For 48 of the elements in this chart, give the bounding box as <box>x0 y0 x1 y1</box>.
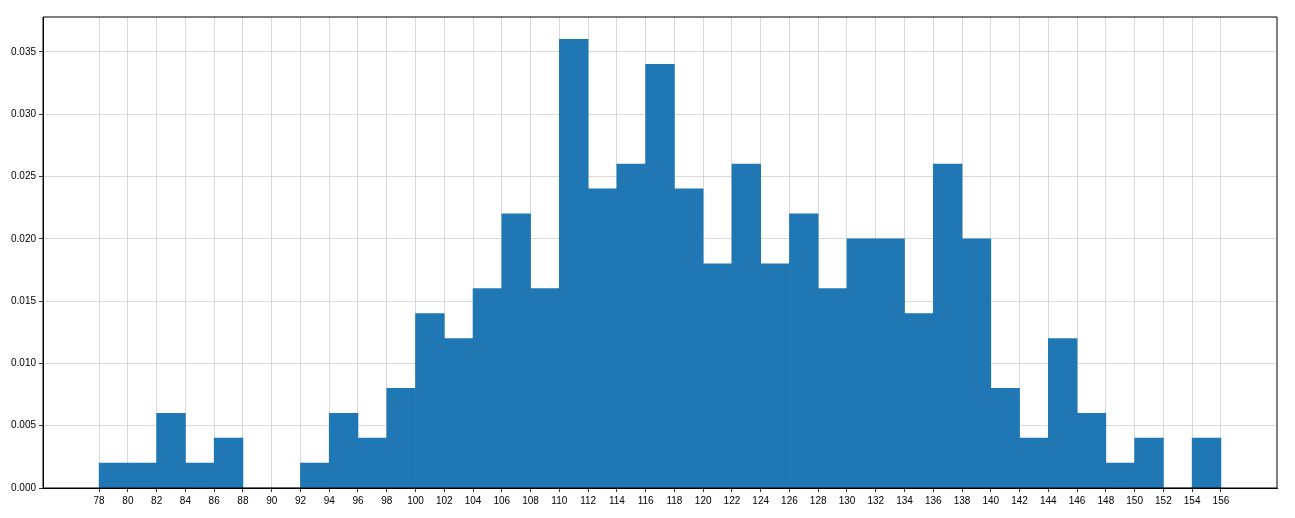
y-tick-label: 0.020 <box>10 232 37 244</box>
x-tick-label: 94 <box>323 494 336 506</box>
x-tick-label: 106 <box>493 494 511 506</box>
y-tick-label: 0.035 <box>10 45 37 57</box>
x-tick-label: 108 <box>522 494 540 506</box>
y-tick-label: 0.030 <box>10 107 37 119</box>
x-tick-label: 86 <box>208 494 221 506</box>
y-tick-label: 0.005 <box>10 419 37 431</box>
x-tick-label: 140 <box>982 494 1000 506</box>
x-tick-label: 84 <box>179 494 192 506</box>
x-tick-label: 154 <box>1183 494 1201 506</box>
x-tick-label: 98 <box>381 494 393 506</box>
x-tick-label: 114 <box>608 494 626 506</box>
x-tick-label: 90 <box>266 494 278 506</box>
x-tick-label: 136 <box>924 494 943 506</box>
x-tick-label: 82 <box>151 494 163 506</box>
x-tick-label: 132 <box>867 494 885 506</box>
x-tick-label: 110 <box>551 494 568 506</box>
x-tick-label: 124 <box>752 494 770 506</box>
x-tick-label: 116 <box>637 494 655 506</box>
x-tick-label: 100 <box>407 494 425 506</box>
x-tick-label: 152 <box>1155 494 1173 506</box>
x-tick-label: 126 <box>781 494 799 506</box>
x-tick-label: 148 <box>1097 494 1115 506</box>
x-tick-label: 138 <box>953 494 971 506</box>
x-tick-label: 144 <box>1039 494 1058 506</box>
x-tick-label: 134 <box>896 494 914 506</box>
x-tick-label: 78 <box>93 494 106 506</box>
y-tick-label: 0.015 <box>10 294 37 306</box>
x-tick-label: 130 <box>838 494 856 506</box>
y-tick-label: 0.000 <box>10 481 37 493</box>
x-tick-label: 156 <box>1212 494 1230 506</box>
x-tick-label: 112 <box>580 494 597 506</box>
x-tick-label: 96 <box>352 494 364 506</box>
y-tick-label: 0.010 <box>10 357 37 369</box>
x-tick-label: 142 <box>1011 494 1029 506</box>
x-tick-label: 128 <box>809 494 827 506</box>
x-tick-label: 92 <box>294 494 307 506</box>
x-tick-label: 118 <box>666 494 683 506</box>
x-tick-label: 120 <box>694 494 712 506</box>
x-tick-label: 80 <box>122 494 134 506</box>
x-tick-label: 88 <box>237 494 249 506</box>
x-tick-label: 122 <box>723 494 741 506</box>
x-tick-label: 146 <box>1068 494 1086 506</box>
y-tick-label: 0.025 <box>10 170 37 182</box>
x-tick-label: 102 <box>435 494 454 506</box>
x-tick-label: 104 <box>464 494 482 506</box>
x-tick-label: 150 <box>1126 494 1144 506</box>
